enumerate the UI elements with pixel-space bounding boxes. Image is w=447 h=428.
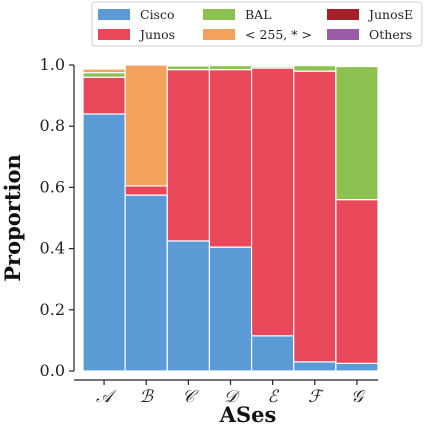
axes-layer: 0.0 0.2 0.4 0.6 0.8 1.0 𝒜 ℬ 𝒞 𝒟 ℰ ℱ 𝒢	[40, 55, 378, 407]
bar-segment-cisco-4	[250, 335, 295, 372]
y-tick-label: 0.0	[40, 361, 65, 380]
bar-segment-junos-0	[82, 76, 126, 115]
legend-label: BAL	[245, 7, 272, 22]
x-tick-label: ℱ	[308, 387, 325, 407]
legend-label: < 255, * >	[245, 27, 312, 42]
bar-segment-junos-5	[293, 70, 337, 363]
legend-swatch	[203, 9, 235, 20]
bar-segment-cisco-1	[124, 194, 168, 372]
y-tick-label: 0.8	[40, 116, 65, 135]
x-axis-title: ASes	[219, 402, 277, 427]
x-tick-label: 𝒜	[96, 387, 117, 407]
bar-segment-junos-2	[166, 68, 211, 242]
bar-segment-others-0	[82, 65, 126, 69]
legend-label: JunosE	[367, 7, 413, 22]
bar-segment--255--1	[124, 64, 168, 187]
bar-segment-cisco-5	[293, 361, 337, 372]
legend-swatch	[203, 29, 235, 40]
bar-segment-bal-3	[208, 65, 253, 71]
legend-swatch	[327, 29, 359, 40]
legend-label: Others	[369, 27, 412, 42]
x-tick-label: ℰ	[267, 387, 279, 407]
x-tick-label: 𝒢	[351, 387, 366, 407]
y-axis-title: Proportion	[0, 154, 25, 282]
bar-segment-cisco-0	[82, 113, 126, 372]
legend: Cisco BAL JunosE Junos < 255, * > Others	[91, 1, 423, 47]
y-tick-label: 0.2	[40, 300, 65, 319]
bar-segment-junos-3	[208, 68, 253, 248]
x-tick-label: 𝒞	[182, 387, 199, 407]
bar-segment-bal-0	[82, 72, 126, 78]
legend-label: Cisco	[140, 7, 175, 22]
y-tick-label: 1.0	[40, 55, 65, 74]
bar-segment-cisco-3	[208, 246, 253, 372]
y-tick-label: 0.4	[40, 239, 65, 258]
x-tick-label: 𝒟	[224, 387, 241, 407]
legend-swatch	[98, 29, 130, 40]
bar-segment-cisco-6	[335, 362, 379, 372]
bar-segment-junos-6	[335, 199, 379, 364]
legend-swatch	[327, 9, 359, 20]
y-tick-label: 0.6	[40, 177, 65, 196]
bar-segment-bal-4	[250, 65, 295, 69]
bar-segment-bal-5	[293, 65, 337, 72]
bar-segment-junos-1	[124, 185, 168, 196]
bars-layer	[82, 64, 379, 372]
legend-label: Junos	[138, 27, 175, 42]
bar-segment-cisco-2	[166, 240, 211, 372]
legend-swatch	[98, 9, 130, 20]
bar-segment-junos-4	[250, 67, 295, 337]
bar-segment-bal-2	[166, 65, 211, 71]
x-tick-label: ℬ	[140, 387, 155, 407]
bar-segment-bal-6	[335, 65, 379, 201]
